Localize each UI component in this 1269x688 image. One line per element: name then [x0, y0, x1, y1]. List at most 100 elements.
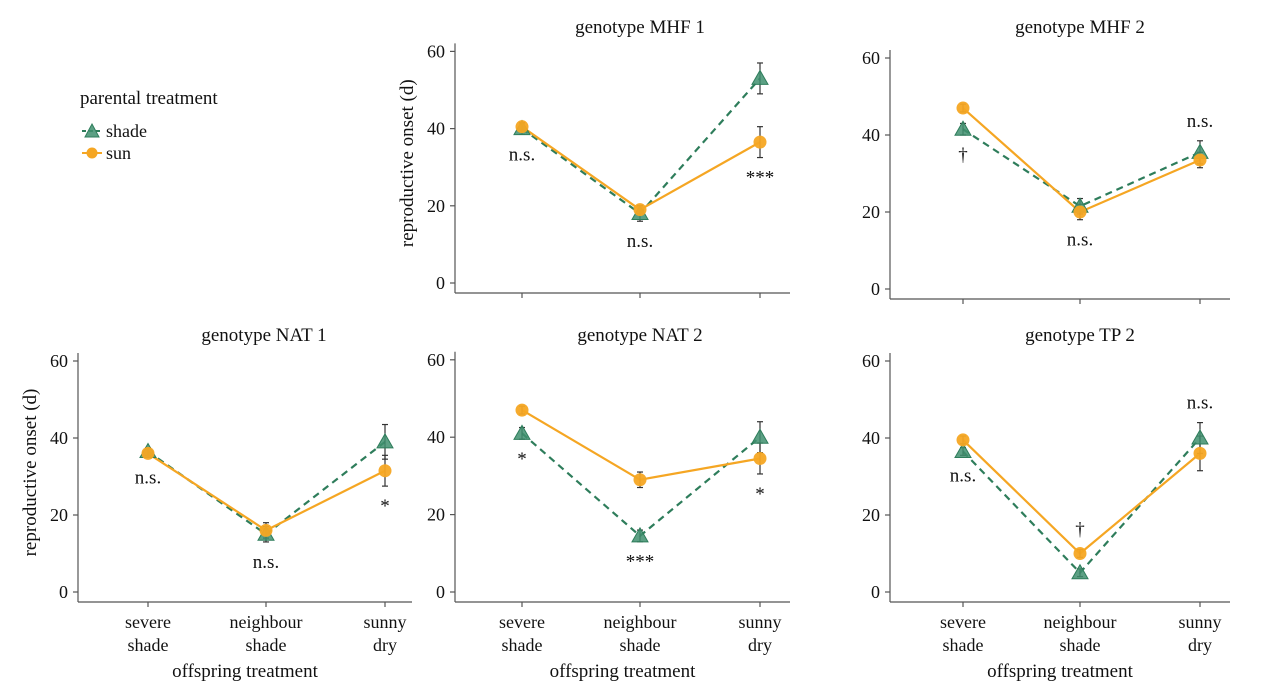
x-tick-label: severe — [499, 612, 545, 632]
data-point-shade — [513, 424, 531, 440]
legend: parental treatment shade sun — [80, 88, 218, 164]
y-tick-label: 20 — [862, 202, 880, 222]
x-tick-label: shade — [502, 635, 543, 655]
y-tick-label: 20 — [427, 505, 445, 525]
y-axis-label: reproductive onset (d) — [20, 389, 41, 557]
data-point-sun — [753, 135, 767, 149]
y-tick-label: 40 — [427, 427, 445, 447]
x-tick-label: shade — [128, 635, 169, 655]
x-tick-label: neighbour — [1044, 612, 1117, 632]
series-line-sun — [521, 125, 761, 211]
data-point-sun — [956, 433, 970, 447]
panel-title: genotype NAT 1 — [201, 325, 326, 346]
panel-title: genotype NAT 2 — [577, 325, 702, 346]
data-point-shade — [954, 442, 972, 458]
data-point-shade — [1191, 428, 1209, 445]
data-point-sun — [515, 120, 529, 134]
y-axis-label: reproductive onset (d) — [397, 79, 418, 247]
data-point-sun — [259, 523, 273, 537]
chart-panel-2: genotype MHF 2 0 20 40 60 † n.s. n.s. — [862, 17, 1230, 304]
data-point-shade — [751, 69, 769, 85]
y-tick-label: 0 — [59, 582, 68, 602]
y-tick-label: 40 — [862, 125, 880, 145]
x-axis-label: offspring treatment — [550, 661, 697, 682]
data-point-sun — [1193, 153, 1207, 167]
y-tick-label: 20 — [427, 196, 445, 216]
legend-label-sun: sun — [106, 142, 132, 163]
y-tick-label: 0 — [436, 582, 445, 602]
x-tick-label: shade — [620, 635, 661, 655]
x-tick-label: shade — [1060, 635, 1101, 655]
significance-label: * — [380, 496, 390, 517]
x-tick-label: shade — [246, 635, 287, 655]
significance-label: n.s. — [1187, 111, 1213, 132]
y-tick-label: 20 — [862, 505, 880, 525]
data-point-sun — [956, 101, 970, 115]
triangle-marker-icon — [82, 122, 102, 138]
x-tick-label: dry — [748, 635, 772, 655]
x-tick-label: dry — [1188, 635, 1212, 655]
legend-title: parental treatment — [80, 88, 218, 109]
x-axis-label: offspring treatment — [987, 661, 1134, 682]
data-point-sun — [378, 464, 392, 478]
x-tick-label: neighbour — [230, 612, 303, 632]
x-tick-label: severe — [940, 612, 986, 632]
data-point-sun — [753, 451, 767, 465]
chart-panel-1: genotype MHF 1 0 20 40 60 reproductive onset … — [397, 17, 790, 298]
y-tick-label: 40 — [50, 428, 68, 448]
y-tick-label: 40 — [427, 119, 445, 139]
x-axis-label: offspring treatment — [172, 661, 319, 682]
y-tick-label: 0 — [436, 273, 445, 293]
y-tick-label: 40 — [862, 428, 880, 448]
panel-title: genotype MHF 2 — [1015, 17, 1145, 38]
significance-label: n.s. — [627, 231, 653, 252]
significance-label: n.s. — [1187, 393, 1213, 414]
panel-title: genotype TP 2 — [1025, 325, 1135, 346]
significance-label: * — [755, 484, 765, 505]
panel-title: genotype MHF 1 — [575, 17, 705, 38]
legend-item-sun: sun — [80, 142, 218, 164]
data-point-sun — [1073, 547, 1087, 560]
significance-label: n.s. — [509, 144, 535, 165]
circle-marker-icon — [82, 147, 102, 159]
y-tick-label: 60 — [862, 351, 880, 371]
x-tick-label: neighbour — [604, 612, 677, 632]
significance-label: *** — [626, 552, 655, 573]
x-tick-label: severe — [125, 612, 171, 632]
x-tick-label: sunny — [363, 612, 406, 632]
y-tick-label: 60 — [427, 350, 445, 370]
chart-panel-3: genotype NAT 1 0 20 40 60 severe shade neighbou… — [20, 325, 412, 682]
data-point-sun — [633, 473, 647, 487]
data-point-sun — [515, 403, 529, 417]
significance-label: † — [958, 145, 968, 166]
data-point-sun — [141, 446, 155, 460]
y-tick-label: 0 — [871, 279, 880, 299]
significance-label: n.s. — [135, 467, 161, 488]
significance-label: * — [517, 449, 527, 470]
chart-panel-5: genotype TP 2 0 20 40 60 severe shade neighbour… — [862, 325, 1230, 682]
data-point-sun — [1073, 205, 1087, 219]
y-tick-label: 20 — [50, 505, 68, 525]
series-line-shade — [521, 77, 761, 215]
data-point-shade — [1071, 563, 1089, 580]
data-point-shade — [751, 428, 769, 444]
series-line-sun — [962, 107, 1201, 214]
significance-label: † — [1075, 520, 1085, 541]
y-tick-label: 60 — [427, 41, 445, 61]
series-line-sun — [147, 452, 386, 532]
significance-label: *** — [746, 168, 775, 189]
legend-item-shade: shade — [80, 120, 218, 142]
data-point-shade — [954, 120, 972, 136]
x-tick-label: dry — [373, 635, 397, 655]
legend-label-shade: shade — [106, 120, 147, 141]
data-point-sun — [633, 203, 647, 217]
x-tick-label: shade — [943, 635, 984, 655]
x-tick-label: sunny — [1178, 612, 1221, 632]
series-line-sun — [521, 409, 761, 481]
data-point-shade — [376, 432, 394, 449]
chart-panel-4: genotype NAT 2 0 20 40 60 severe shade neighbou… — [427, 325, 790, 682]
data-point-sun — [1193, 446, 1207, 460]
y-tick-label: 60 — [862, 48, 880, 68]
y-tick-label: 0 — [871, 582, 880, 602]
